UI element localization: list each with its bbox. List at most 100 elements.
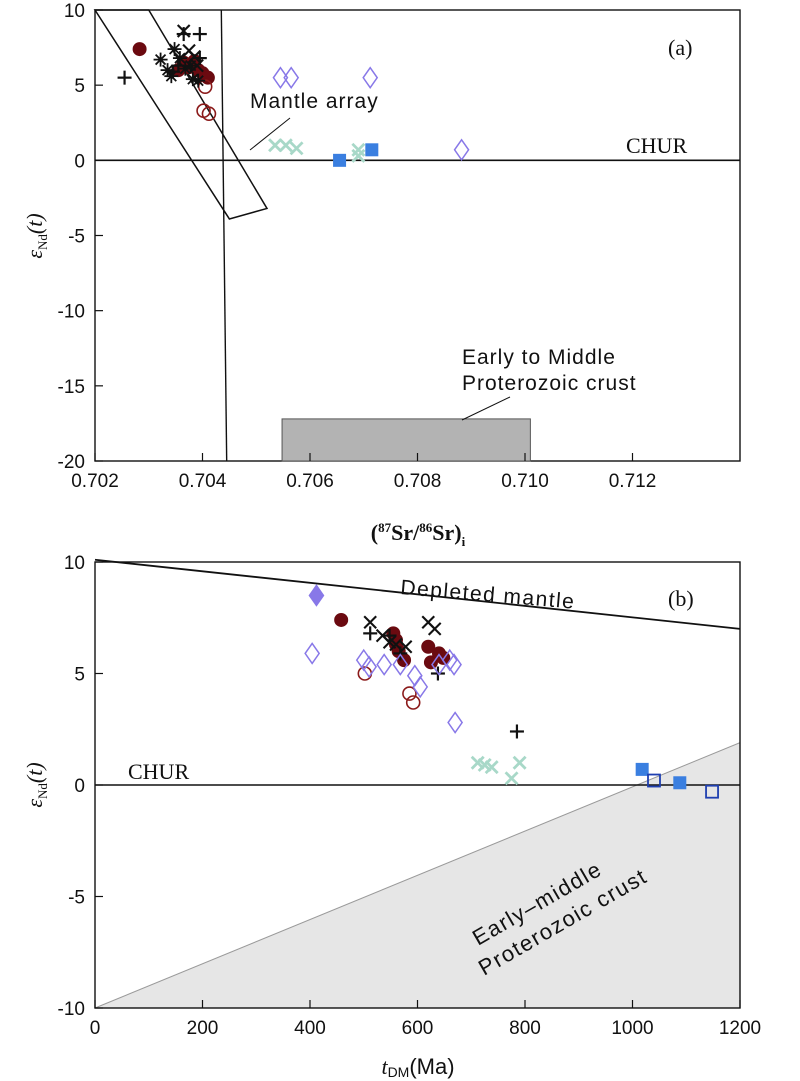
panel-label-b: (b) [668,586,694,611]
crust-label-a-line1: Early to Middle [462,346,616,369]
pale-cross-marker [289,141,304,156]
open-diamond-marker [272,66,289,89]
open-diamond-marker [447,711,464,734]
panel-b-xtick-label: 200 [187,1018,219,1039]
cross-marker [398,639,413,654]
mantle-array-label: Mantle array [250,90,379,113]
open-diamond-marker [392,653,409,676]
asterisk-marker [153,52,168,67]
divider-line-a [220,9,228,462]
panel-b-xtick-label: 400 [294,1018,326,1039]
panel-a-ytick-label: 10 [64,1,85,22]
pale-cross-marker [268,138,283,153]
open-diamond-marker [376,653,393,676]
panel-b-xtick-label: 800 [509,1018,541,1039]
plus-marker [363,626,378,641]
axis-ticks-b: 0 200 400 600 800 1000 1200 10 5 0 -5 -10 [58,553,762,1039]
open-diamond-marker [283,66,300,89]
cross-marker [176,24,191,38]
crust-label-a-line2: Proterozoic crust [462,372,637,395]
crust-leader-a [461,396,511,421]
plus-marker [176,27,191,42]
pale-cross-marker [512,755,527,770]
filled-square-marker [673,776,687,790]
filled-square-marker [365,143,379,157]
depleted-mantle-label: Depleted mantle [400,576,577,614]
x-axis-label-b: tDM(Ma) [381,1054,454,1080]
open-diamond-marker [446,653,462,676]
pale-cross-marker [484,760,499,775]
open-diamond-marker [406,664,423,688]
panel-a-xtick-label: 0.712 [609,471,657,492]
panel-a-ytick-label: -20 [58,452,85,473]
data-points-b [304,584,719,799]
panel-a-xtick-label: 0.710 [501,471,549,492]
panel-a-ytick-label: -5 [68,227,85,248]
panel-b-xtick-label: 1000 [611,1018,653,1039]
pale-cross-marker [351,142,366,157]
open-diamond-marker [412,675,429,699]
data-points-a [117,24,470,167]
panel-label-a: (a) [668,35,692,60]
panel-a: 0.702 0.704 0.706 0.708 0.710 0.712 10 5 0 -5 -10 -… [22,1,741,549]
reference-lines-a [93,9,740,462]
pale-cross-marker [278,138,293,153]
open-diamond-marker [362,66,379,89]
panel-b-ytick-label: 10 [64,553,85,574]
filled-circle-marker [334,612,349,627]
panel-b-xtick-label: 1200 [719,1018,761,1039]
open-circle-marker [201,106,217,122]
panel-a-ytick-label: -10 [58,302,85,323]
x-axis-label-a: (87Sr/86Sr)i [371,520,466,549]
panel-a-ytick-label: 0 [74,151,85,172]
y-axis-label-b: εNd(t) [22,762,50,807]
open-square-marker [647,773,661,788]
filled-circle-marker [132,42,147,57]
open-circle-marker [405,695,421,710]
asterisk-marker [191,73,206,88]
crust-field-a [281,418,531,462]
asterisk-marker [164,69,179,84]
cross-marker [427,622,442,636]
panel-b-ytick-label: -10 [58,999,85,1020]
pale-cross-marker [351,148,366,163]
panel-a-xtick-label: 0.708 [394,471,442,492]
filled-square-marker [635,762,649,776]
filled-circle-marker [200,70,215,85]
open-square-marker [705,784,719,799]
axis-ticks-a: 0.702 0.704 0.706 0.708 0.710 0.712 10 5 0 -5 -10 -… [58,1,657,492]
plus-marker [509,724,524,739]
filled-circle-marker [421,639,436,654]
chur-label-b: CHUR [128,759,189,784]
open-diamond-marker [453,138,470,162]
mantle-array-leader [249,117,291,151]
panel-b-ytick-label: 5 [74,665,85,686]
asterisk-marker [183,58,198,73]
cross-marker [363,615,377,629]
panel-a-xtick-label: 0.706 [286,471,334,492]
asterisk-marker [172,51,187,66]
panel-b-ytick-label: 0 [74,776,85,797]
panel-a-ytick-label: 5 [74,76,85,97]
filled-circle-marker [423,655,438,670]
panel-a-xtick-label: 0.702 [71,471,119,492]
reference-lines-b [94,558,741,786]
plus-marker [117,70,132,85]
filled-diamond-marker [308,584,325,607]
panel-a-xtick-label: 0.704 [179,471,227,492]
depleted-mantle-line [94,558,741,630]
filled-square-marker [333,153,347,167]
plus-marker [192,27,207,42]
panel-b-ytick-label: -5 [68,888,85,909]
open-diamond-marker [361,655,378,679]
pale-cross-marker [504,771,519,786]
y-axis-label-a: εNd(t) [22,213,50,258]
chur-label-a: CHUR [626,133,687,158]
open-diamond-marker [304,642,321,665]
panel-b-xtick-label: 0 [90,1018,101,1039]
panel-b-xtick-label: 600 [402,1018,434,1039]
plus-marker [382,628,397,643]
mantle-array-polygon [93,9,269,220]
open-diamond-marker [441,648,458,672]
